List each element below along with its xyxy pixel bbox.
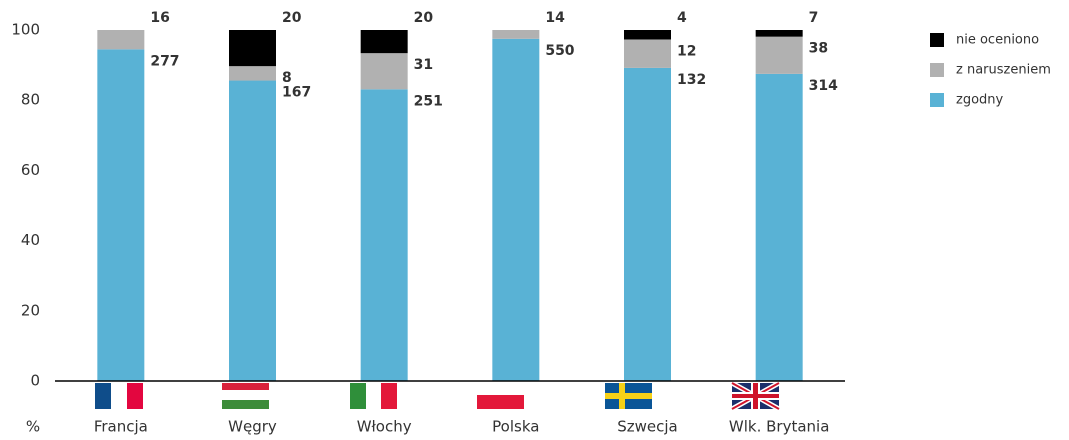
bar-segment: [360, 89, 408, 381]
data-label: 132: [677, 72, 706, 88]
data-label: 167: [282, 85, 311, 101]
data-label: 277: [150, 53, 179, 69]
data-label: 20: [282, 10, 302, 26]
bar-segment: [229, 80, 276, 381]
bar-segment: [755, 73, 803, 381]
flag-hungary: [222, 383, 269, 409]
bar-segment: [492, 30, 540, 39]
data-label: 8: [282, 70, 292, 86]
bar-segment: [97, 30, 145, 50]
data-label: 14: [545, 10, 565, 26]
legend-swatch: [930, 93, 944, 107]
data-label: 4: [677, 10, 687, 26]
flag-italy: [350, 383, 397, 409]
bar-segment: [624, 39, 671, 68]
y-axis-label: %: [26, 418, 40, 436]
bar-segment: [360, 30, 408, 54]
data-label: 550: [545, 43, 574, 59]
x-tick-label: Francja: [94, 418, 148, 436]
x-tick-label: Wlk. Brytania: [729, 418, 830, 436]
data-label: 20: [414, 10, 434, 26]
data-label: 12: [677, 43, 696, 59]
flag-france: [95, 383, 143, 409]
x-tick-label: Szwecja: [617, 418, 678, 436]
data-label: 314: [809, 78, 838, 94]
flag-uk: [730, 380, 781, 412]
y-tick-label: 0: [30, 372, 40, 390]
x-tick-label: Włochy: [357, 418, 412, 436]
flag-sweden: [605, 383, 652, 409]
bar-segment: [624, 67, 671, 382]
y-tick-label: 100: [11, 21, 40, 39]
data-label: 38: [809, 41, 828, 57]
bar-segment: [624, 30, 671, 40]
bar-segment: [360, 53, 408, 90]
flags: [95, 380, 781, 412]
legend-label: nie oceniono: [956, 33, 1039, 48]
legend-swatch: [930, 63, 944, 77]
x-tick-label: Węgry: [228, 418, 277, 436]
legend-label: zgodny: [956, 93, 1004, 108]
legend-label: z naruszeniem: [956, 63, 1051, 78]
data-label: 31: [414, 57, 433, 73]
data-label: 16: [150, 10, 169, 26]
bar-segment: [755, 30, 803, 37]
bar-segment: [755, 36, 803, 74]
y-tick-label: 20: [21, 301, 40, 319]
x-tick-label: Polska: [492, 418, 539, 436]
bar-segment: [492, 38, 540, 382]
bar-segment: [229, 66, 276, 81]
bar-segment: [229, 30, 276, 67]
y-tick-label: 80: [21, 91, 40, 109]
y-tick-label: 60: [21, 161, 40, 179]
y-tick-label: 40: [21, 231, 40, 249]
data-label: 251: [414, 93, 443, 109]
legend-swatch: [930, 33, 944, 47]
bar-segment: [97, 49, 145, 382]
data-label: 7: [809, 10, 819, 26]
flag-poland: [477, 395, 524, 409]
